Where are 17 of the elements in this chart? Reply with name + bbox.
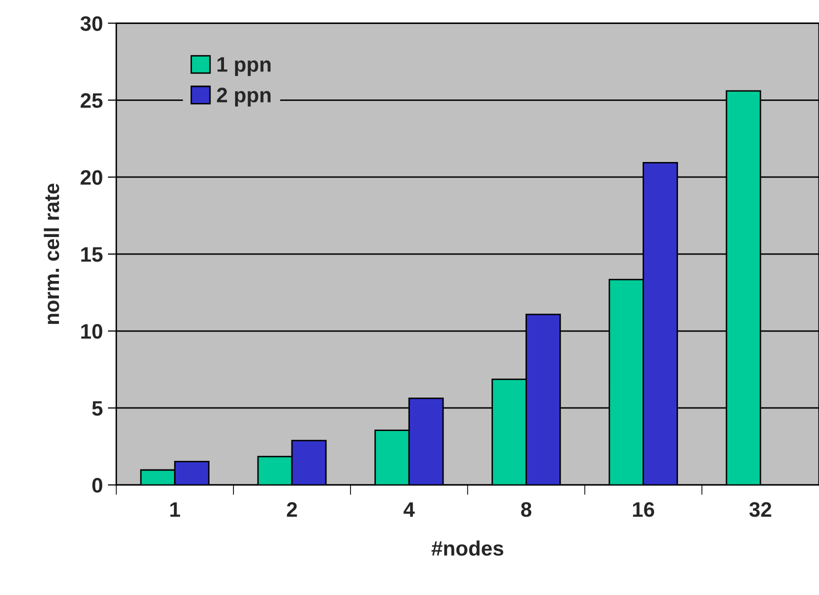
x-tick-label: 32: [749, 502, 772, 517]
y-tick-label: 0: [92, 478, 102, 493]
legend-label: 1 ppn: [218, 57, 271, 76]
x-tick-label: 4: [404, 502, 415, 517]
x-tick-label: 8: [521, 502, 532, 517]
y-tick-label: 30: [80, 16, 102, 31]
x-axis-title: #nodes: [432, 540, 504, 556]
x-tick-label: 1: [170, 502, 180, 517]
y-axis-title: norm. cell rate: [44, 184, 60, 324]
y-tick-label: 5: [92, 401, 103, 416]
y-tick-label: 10: [81, 324, 102, 339]
y-tick-label: 20: [80, 170, 102, 185]
x-tick-label: 2: [286, 502, 297, 517]
y-tick-label: 25: [80, 93, 103, 108]
y-tick-label: 15: [81, 247, 103, 262]
x-tick-label: 16: [633, 502, 654, 517]
legend-label: 2 ppn: [216, 88, 271, 107]
